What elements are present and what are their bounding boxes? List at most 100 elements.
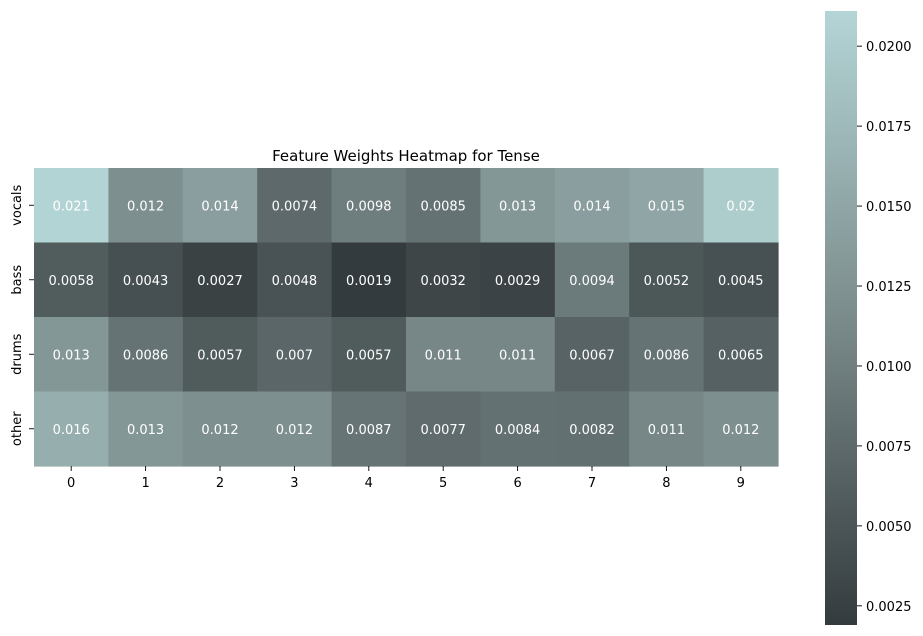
x-tick-label: 1 bbox=[141, 476, 149, 491]
heatmap-cell bbox=[257, 391, 333, 467]
cell-annotation: 0.012 bbox=[276, 423, 313, 438]
heatmap-cell bbox=[331, 168, 407, 244]
cell-annotation: 0.0085 bbox=[420, 199, 466, 214]
cell-annotation: 0.0082 bbox=[569, 423, 615, 438]
cell-annotation: 0.0032 bbox=[420, 274, 466, 289]
cell-annotation: 0.0086 bbox=[644, 348, 690, 363]
x-tick-label: 7 bbox=[588, 476, 596, 491]
heatmap-cell bbox=[34, 317, 109, 393]
heatmap-cell bbox=[554, 168, 630, 244]
heatmap-cell bbox=[257, 317, 333, 393]
heatmap-cell bbox=[182, 391, 258, 467]
cell-annotation: 0.011 bbox=[648, 423, 685, 438]
heatmap-cell bbox=[182, 242, 258, 318]
colorbar-tick-label: 0.0025 bbox=[866, 600, 912, 615]
cell-annotation: 0.011 bbox=[425, 348, 462, 363]
colorbar-tick-label: 0.0100 bbox=[866, 360, 912, 375]
heatmap-cell bbox=[257, 168, 333, 244]
cell-annotation: 0.0058 bbox=[48, 274, 94, 289]
cell-annotation: 0.0087 bbox=[346, 423, 392, 438]
colorbar-tick-label: 0.0200 bbox=[866, 40, 912, 55]
heatmap-annotations: 0.021 0.012 0.014 0.0074 0.0098 0.0085 0.013 0.… bbox=[48, 199, 763, 438]
heatmap-cell bbox=[331, 242, 407, 318]
heatmap-cell bbox=[554, 391, 630, 467]
x-tick-label: 4 bbox=[365, 476, 373, 491]
cell-annotation: 0.013 bbox=[499, 199, 536, 214]
cell-annotation: 0.0045 bbox=[718, 274, 764, 289]
x-tick-label: 3 bbox=[290, 476, 298, 491]
colorbar-tick-label: 0.0050 bbox=[866, 520, 912, 535]
heatmap-cell bbox=[331, 317, 407, 393]
cell-annotation: 0.021 bbox=[53, 199, 90, 214]
heatmap-cell bbox=[554, 242, 630, 318]
cell-annotation: 0.012 bbox=[201, 423, 238, 438]
colorbar-tick-label: 0.0075 bbox=[866, 440, 912, 455]
cell-annotation: 0.02 bbox=[726, 199, 755, 214]
heatmap-cell bbox=[629, 317, 705, 393]
colorbar-tick-label: 0.0150 bbox=[866, 200, 912, 215]
x-tick-label: 8 bbox=[662, 476, 670, 491]
cell-annotation: 0.0065 bbox=[718, 348, 764, 363]
x-axis-ticks: 0 1 2 3 4 5 6 7 8 9 bbox=[67, 466, 745, 491]
heatmap-cells bbox=[34, 168, 779, 467]
heatmap-cell bbox=[480, 168, 556, 244]
heatmap-cell bbox=[108, 168, 184, 244]
cell-annotation: 0.014 bbox=[201, 199, 238, 214]
heatmap-cell bbox=[331, 391, 407, 467]
cell-annotation: 0.0057 bbox=[197, 348, 243, 363]
heatmap-cell bbox=[406, 242, 481, 318]
heatmap-cell bbox=[108, 317, 184, 393]
heatmap-cell bbox=[703, 391, 779, 467]
heatmap-cell bbox=[629, 168, 705, 244]
colorbar-tick-label: 0.0175 bbox=[866, 120, 912, 135]
cell-annotation: 0.0084 bbox=[495, 423, 541, 438]
x-tick-label: 0 bbox=[67, 476, 75, 491]
heatmap-cell bbox=[703, 317, 779, 393]
heatmap-cell bbox=[703, 242, 779, 318]
heatmap-cell bbox=[257, 242, 333, 318]
heatmap-cell bbox=[108, 391, 184, 467]
y-tick-label: bass bbox=[10, 265, 25, 295]
y-tick-label: other bbox=[10, 411, 25, 446]
colorbar-tick-label: 0.0125 bbox=[866, 280, 912, 295]
heatmap-cell bbox=[480, 391, 556, 467]
cell-annotation: 0.014 bbox=[573, 199, 610, 214]
cell-annotation: 0.0019 bbox=[346, 274, 392, 289]
y-tick-label: vocals bbox=[10, 184, 25, 225]
heatmap-cell bbox=[629, 391, 705, 467]
cell-annotation: 0.0074 bbox=[272, 199, 318, 214]
heatmap-cell bbox=[703, 168, 779, 244]
colorbar-ticks: 0.0025 0.0050 0.0075 0.0100 0.0125 0.0150 0.01… bbox=[857, 40, 912, 615]
x-tick-label: 2 bbox=[216, 476, 224, 491]
heatmap-cell bbox=[182, 168, 258, 244]
heatmap-cell bbox=[406, 391, 481, 467]
heatmap-cell bbox=[34, 242, 109, 318]
cell-annotation: 0.0067 bbox=[569, 348, 615, 363]
cell-annotation: 0.013 bbox=[127, 423, 164, 438]
y-axis-ticks: vocals bass drums other bbox=[10, 184, 34, 446]
heatmap-cell bbox=[406, 317, 481, 393]
cell-annotation: 0.0077 bbox=[420, 423, 466, 438]
heatmap-cell bbox=[554, 317, 630, 393]
cell-annotation: 0.0027 bbox=[197, 274, 243, 289]
cell-annotation: 0.0098 bbox=[346, 199, 392, 214]
cell-annotation: 0.007 bbox=[276, 348, 313, 363]
cell-annotation: 0.0052 bbox=[644, 274, 690, 289]
cell-annotation: 0.0094 bbox=[569, 274, 615, 289]
cell-annotation: 0.015 bbox=[648, 199, 685, 214]
heatmap-cell bbox=[34, 391, 109, 467]
heatmap-cell bbox=[406, 168, 481, 244]
cell-annotation: 0.012 bbox=[127, 199, 164, 214]
x-tick-label: 5 bbox=[439, 476, 447, 491]
cell-annotation: 0.0029 bbox=[495, 274, 541, 289]
heatmap-cell bbox=[480, 317, 556, 393]
x-tick-label: 9 bbox=[737, 476, 745, 491]
cell-annotation: 0.012 bbox=[722, 423, 759, 438]
colorbar bbox=[825, 11, 857, 625]
y-tick-label: drums bbox=[10, 333, 25, 374]
heatmap-cell bbox=[182, 317, 258, 393]
cell-annotation: 0.016 bbox=[53, 423, 90, 438]
heatmap-cell bbox=[108, 242, 184, 318]
cell-annotation: 0.0086 bbox=[123, 348, 169, 363]
